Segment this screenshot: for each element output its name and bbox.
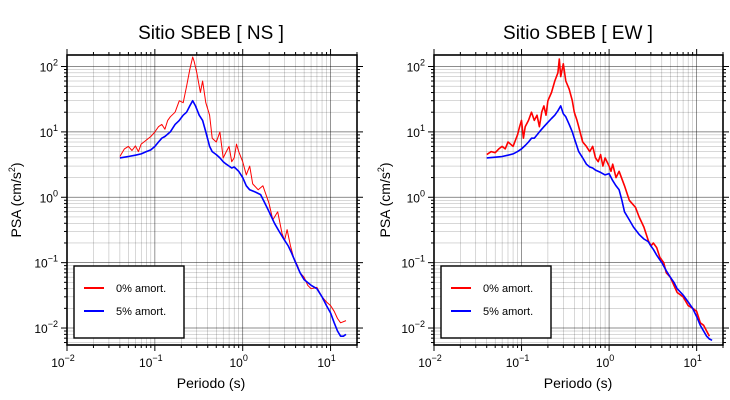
- chart-title: Sitio SBEB [ EW ]: [503, 23, 653, 44]
- x-tick-label: 10−2: [418, 353, 442, 370]
- legend-label-1: 5% amort.: [116, 306, 166, 318]
- x-axis-label: Periodo (s): [177, 375, 245, 391]
- series-group: [119, 56, 347, 338]
- x-tick-label: 101: [317, 353, 335, 370]
- y-tick-label: 100: [407, 188, 425, 205]
- chart-panel-ns: Sitio SBEB [ NS ] 10−2 10−1 100 101 10−2 10−1…: [7, 23, 363, 391]
- y-tick-label: 10−1: [34, 254, 58, 271]
- legend-label-1: 5% amort.: [483, 306, 533, 318]
- y-tick-label: 100: [40, 188, 58, 205]
- x-tick-label: 100: [230, 353, 248, 370]
- legend: 0% amort. 5% amort.: [440, 265, 552, 339]
- series-line-1: [486, 105, 713, 342]
- y-tick-label: 101: [40, 123, 58, 140]
- y-tick-label: 10−2: [401, 319, 425, 336]
- y-tick-label: 10−1: [401, 254, 425, 271]
- y-tick-label: 102: [407, 58, 425, 75]
- chart-panel-ew: Sitio SBEB [ EW ] 10−2 10−1 100 101 10−2 10−1…: [376, 23, 729, 391]
- legend: 0% amort. 5% amort.: [73, 265, 185, 339]
- series-line-1: [119, 99, 347, 338]
- y-tick-label: 10−2: [34, 319, 58, 336]
- x-tick-label: 10−1: [506, 353, 530, 370]
- x-tick-label: 101: [683, 353, 701, 370]
- y-axis-label: PSA (cm/s2): [7, 162, 24, 237]
- x-tick-label: 100: [596, 353, 614, 370]
- chart-title: Sitio SBEB [ NS ]: [138, 23, 284, 44]
- legend-label-0: 0% amort.: [116, 283, 166, 295]
- legend-label-0: 0% amort.: [483, 283, 533, 295]
- legend-box: [440, 265, 552, 339]
- grid: [433, 55, 724, 345]
- series-group: [486, 58, 713, 342]
- axis-ticks: 10−2 10−1 100 101 10−2 10−1 100 101 102: [401, 49, 729, 370]
- x-tick-label: 10−2: [51, 353, 75, 370]
- x-axis-label: Periodo (s): [544, 375, 612, 391]
- legend-box: [73, 265, 185, 339]
- y-tick-label: 101: [407, 123, 425, 140]
- axis-ticks: 10−2 10−1 100 101 10−2 10−1 100 101 102: [34, 49, 363, 370]
- y-tick-label: 102: [40, 58, 58, 75]
- x-tick-label: 10−1: [139, 353, 163, 370]
- y-axis-label: PSA (cm/s2): [376, 162, 393, 237]
